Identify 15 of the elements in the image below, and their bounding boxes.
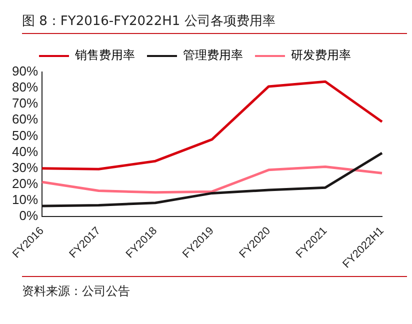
y-tick-label: 10%: [12, 192, 38, 208]
y-tick-label: 20%: [12, 176, 38, 191]
y-tick-label: 30%: [12, 160, 38, 175]
y-tick-label: 50%: [12, 128, 38, 143]
legend-label: 销售费用率: [74, 48, 135, 62]
legend-label: 研发费用率: [291, 48, 351, 62]
y-tick-label: 70%: [12, 96, 38, 111]
y-tick-label: 90%: [12, 64, 38, 79]
y-tick-label: 80%: [12, 80, 38, 95]
legend-label: 管理费用率: [183, 48, 243, 62]
y-tick-label: 60%: [12, 112, 38, 127]
y-tick-label: 0%: [19, 208, 38, 224]
y-tick-label: 40%: [12, 144, 38, 159]
chart-title: 图 8：FY2016-FY2022H1 公司各项费用率: [22, 12, 407, 34]
text: 资料来源：公司公告: [22, 276, 407, 300]
